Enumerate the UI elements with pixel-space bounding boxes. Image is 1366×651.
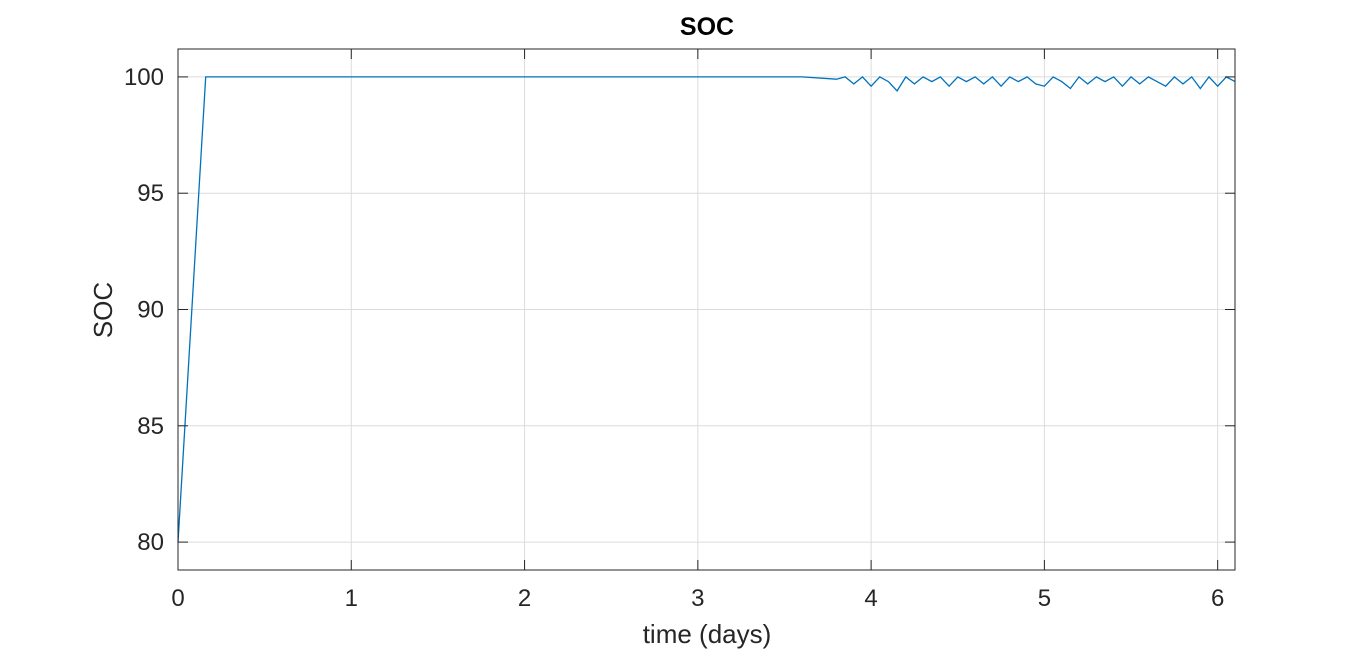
x-tick-label: 1	[345, 585, 358, 612]
x-tick-label: 2	[518, 585, 531, 612]
x-tick-label: 5	[1038, 585, 1051, 612]
grid-lines	[177, 49, 1235, 570]
x-tick-label: 6	[1211, 585, 1224, 612]
y-tick-label: 100	[124, 64, 164, 91]
soc-series-line	[177, 75, 1236, 543]
series-layer	[177, 75, 1236, 543]
y-tick-label: 85	[137, 413, 164, 440]
y-tick-label: 80	[137, 529, 164, 556]
x-tick-label: 3	[691, 585, 704, 612]
y-tick-label: 90	[137, 297, 164, 324]
tick-layer: 0 1 2 3 4 5 6 80 85 90 95 100	[124, 49, 1235, 612]
x-tick-label: 4	[864, 585, 877, 612]
chart-title: SOC	[680, 13, 734, 41]
x-tick-label: 0	[171, 585, 184, 612]
y-axis-label: SOC	[88, 282, 118, 338]
y-tick-label: 95	[137, 180, 164, 207]
x-axis-label: time (days)	[643, 619, 772, 649]
